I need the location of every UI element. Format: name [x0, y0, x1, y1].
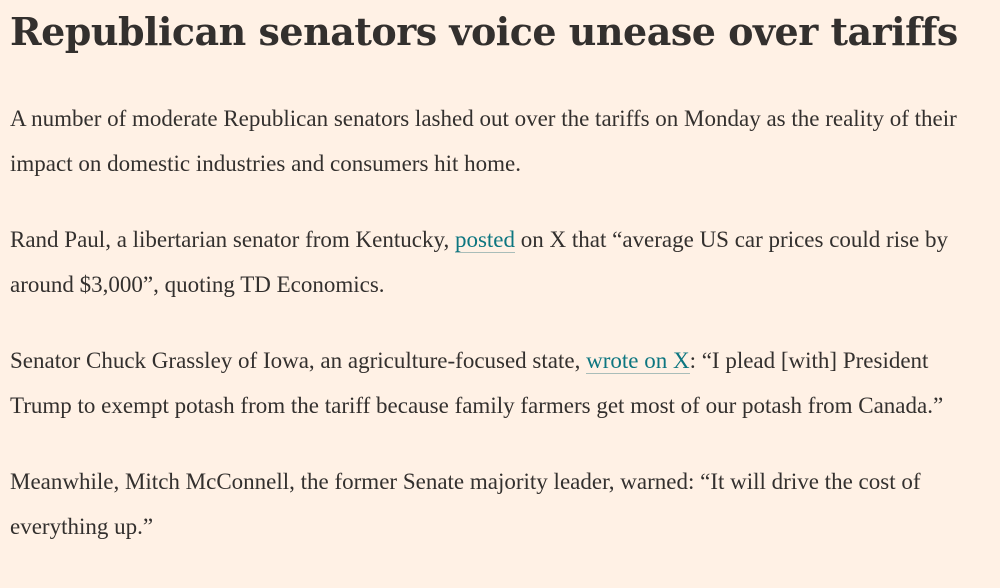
article-paragraph: A number of moderate Republican senators… [10, 96, 990, 186]
paragraph-text: Meanwhile, Mitch McConnell, the former S… [10, 468, 921, 539]
paragraph-text: Senator Chuck Grassley of Iowa, an agric… [10, 347, 587, 373]
paragraph-text: A number of moderate Republican senators… [10, 105, 957, 176]
article-headline: Republican senators voice unease over ta… [10, 9, 958, 54]
posted-link[interactable]: posted [454, 226, 516, 253]
article-body: Republican senators voice unease over ta… [10, 10, 990, 549]
paragraph-text: Rand Paul, a libertarian senator from Ke… [10, 226, 455, 252]
paragraph-text: : “I plead [with] President Trump to exe… [10, 347, 944, 418]
article-paragraph: Senator Chuck Grassley of Iowa, an agric… [10, 338, 990, 428]
article-paragraph: Rand Paul, a libertarian senator from Ke… [10, 217, 990, 307]
paragraph-text: on X that “average US car prices could r… [10, 226, 949, 297]
wrote-on-x-link[interactable]: wrote on X [586, 347, 690, 374]
article-paragraph: Meanwhile, Mitch McConnell, the former S… [10, 459, 990, 549]
